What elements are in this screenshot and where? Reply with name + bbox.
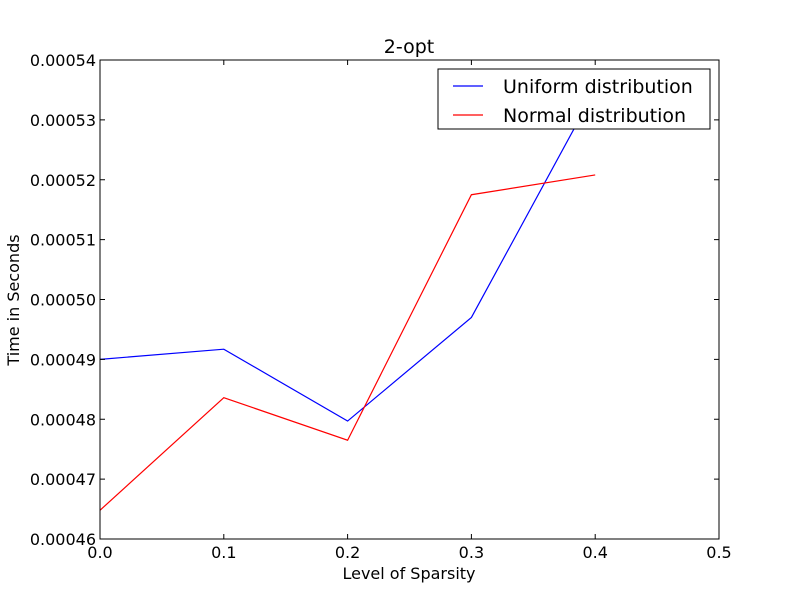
- series-line-0: [100, 89, 596, 422]
- series-line-1: [100, 174, 596, 511]
- y-tick-label: 0.00052: [30, 171, 96, 190]
- x-tick-label: 0.3: [459, 543, 484, 562]
- x-tick-label: 0.5: [706, 543, 731, 562]
- plot-frame: [99, 59, 720, 540]
- legend-label-1: Normal distribution: [503, 105, 686, 127]
- legend-label-0: Uniform distribution: [503, 76, 693, 98]
- x-axis-label: Level of Sparsity: [342, 564, 475, 583]
- y-tick-label: 0.00054: [30, 51, 96, 70]
- y-tick-label: 0.00047: [30, 470, 96, 489]
- x-tick-label: 0.4: [582, 543, 607, 562]
- y-tick-label: 0.00046: [30, 530, 96, 549]
- y-axis: 0.00046 0.00047 0.00048 0.00049 0.00050 0.000…: [30, 51, 719, 549]
- y-tick-label: 0.00053: [30, 111, 96, 130]
- y-tick-label: 0.00050: [30, 291, 96, 310]
- y-tick-label: 0.00048: [30, 410, 96, 429]
- y-axis-label: Time in Seconds: [4, 234, 23, 366]
- legend: Uniform distribution Normal distribution: [437, 68, 711, 130]
- x-axis: 0.0 0.1 0.2 0.3 0.4 0.5: [87, 60, 732, 562]
- legend-box: [437, 68, 711, 130]
- x-tick-label: 0.2: [335, 543, 360, 562]
- x-tick-label: 0.1: [211, 543, 236, 562]
- y-tick-label: 0.00049: [30, 350, 96, 369]
- chart-title: 2-opt: [384, 36, 434, 58]
- x-tick-label: 0.0: [87, 543, 112, 562]
- y-tick-label: 0.00051: [30, 231, 96, 250]
- series-layer: [100, 89, 596, 511]
